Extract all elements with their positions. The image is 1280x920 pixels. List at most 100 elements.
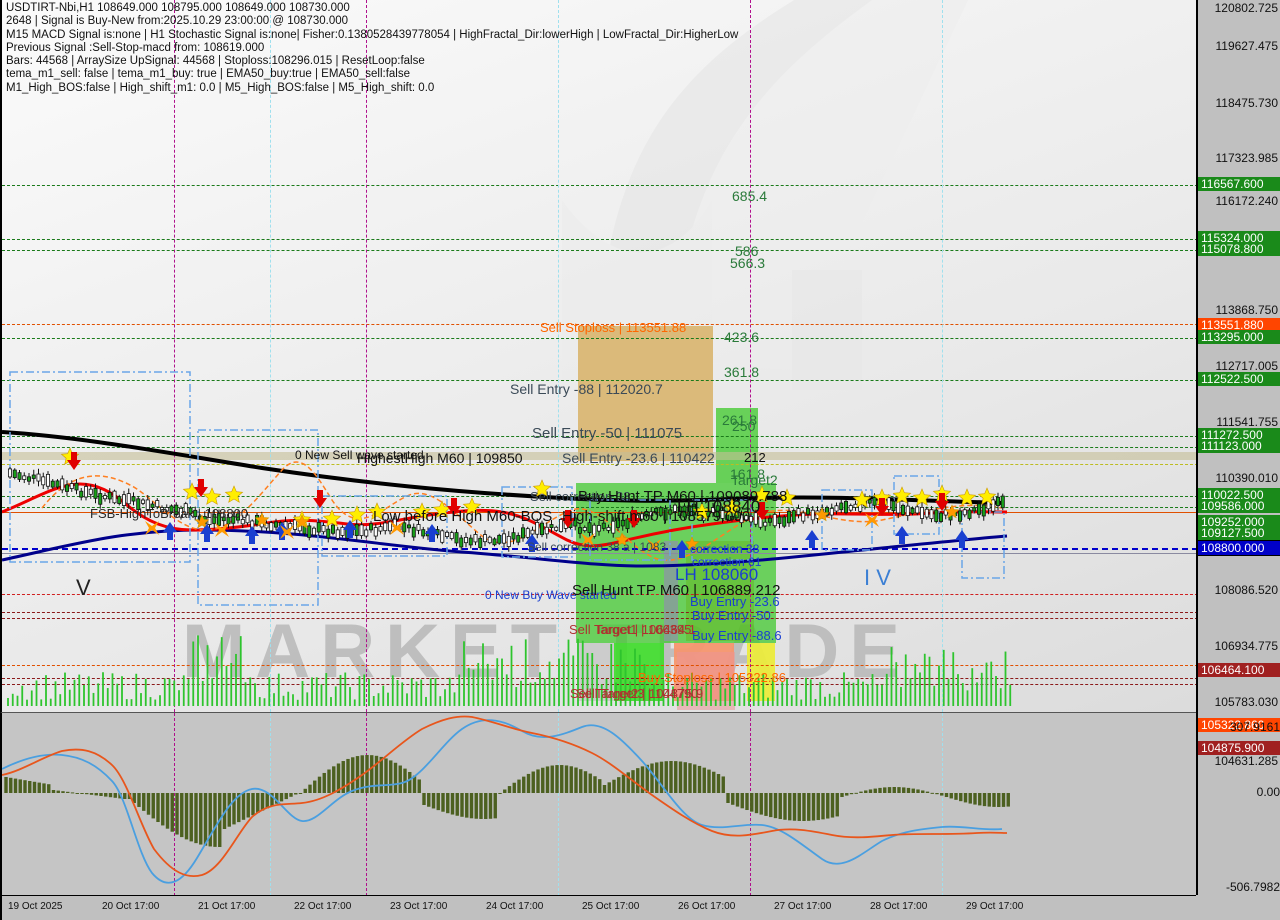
chart-annotation-label: 0 New Sell wave started: [295, 448, 424, 462]
chart-annotation-label: I V: [864, 565, 891, 590]
price-level-tag: 116567.600: [1198, 177, 1280, 191]
session-line-cyan: [942, 713, 943, 895]
price-tick-label: 106934.775: [1214, 639, 1278, 653]
fib-level-label: 161.8: [730, 466, 766, 482]
beige-band: [2, 452, 1196, 460]
chart-annotation-label: Sell Target3 | 104790: [576, 686, 699, 701]
chart-annotation-label: Buy Entry -50: [692, 608, 771, 623]
level-line-green: [2, 250, 1196, 251]
chart-annotation-label: LH 108840: [677, 497, 761, 516]
price-level-tag: 111123.000: [1198, 439, 1280, 453]
level-line-grey: [2, 553, 1196, 554]
price-level-tag: 106464.100: [1198, 663, 1280, 677]
level-line-red: [2, 594, 1196, 595]
price-chart-pane[interactable]: MARKET TRADE: [0, 0, 1196, 712]
macd-histogram: [4, 755, 1010, 847]
macd-indicator-pane[interactable]: MACD(12,26,9) 38.5528 31.8527 6.7001: [0, 712, 1196, 895]
fib-level-label: 361.8: [724, 364, 760, 380]
chart-annotation-label: 212: [744, 450, 766, 465]
chart-annotation-label: V: [76, 575, 91, 600]
level-line-blue: [2, 548, 1196, 550]
chart-annotation-label: Sell Entry -23.6 | 110422: [562, 450, 715, 466]
level-line-red: [2, 512, 1196, 513]
yellow-zone: [747, 643, 775, 701]
time-tick-label: 25 Oct 17:00: [582, 901, 640, 912]
level-line-red: [2, 678, 1196, 679]
time-tick-label: 28 Oct 17:00: [870, 901, 928, 912]
fib-level-label: 250: [732, 418, 756, 434]
session-line-magenta: [366, 713, 367, 895]
price-level-tag: 105322.860: [1198, 718, 1280, 732]
chart-annotation-label: Sell Entry -88 | 112020.7: [510, 381, 663, 397]
chart-info-header: USDTIRT-Nbi,H1 108649.000 108795.000 108…: [6, 2, 738, 95]
time-tick-label: 21 Oct 17:00: [198, 901, 256, 912]
header-line-5: Bars: 44568 | ArraySize UpSignal: 44568 …: [6, 55, 425, 68]
price-level-tag: 113551.880: [1198, 318, 1280, 332]
fib-level-label: 685.4: [732, 188, 768, 204]
header-line-3: M15 MACD Signal is:none | H1 Stochastic …: [6, 28, 739, 41]
price-level-tag: 111272.500: [1198, 428, 1280, 442]
sell-zone-orange: [578, 326, 713, 461]
time-axis[interactable]: 19 Oct 2025 20 Oct 17:00 21 Oct 17:00 22 Oc…: [0, 895, 1196, 920]
price-tick-label: 104631.285: [1214, 754, 1278, 768]
level-line-red: [2, 612, 1196, 613]
price-series-svg: [2, 371, 1012, 706]
volume-bars: [7, 635, 1012, 706]
chart-annotation-label: correction 61: [692, 555, 762, 569]
time-tick-label: 29 Oct 17:00: [966, 901, 1024, 912]
chart-annotation-label: Buy Stoploss | 105322.86: [638, 670, 786, 685]
level-line-red: [2, 684, 1196, 685]
chart-annotation-label: Sell Target2 | 104875.9: [570, 686, 704, 701]
time-tick-label: 26 Oct 17:00: [678, 901, 736, 912]
chart-annotation-label: Sell correction 38 a | 1083: [527, 540, 667, 554]
time-tick-label: 19 Oct 2025: [8, 901, 63, 912]
fib-level-label: 566.3: [730, 255, 766, 271]
price-level-tag: 109586.000: [1198, 499, 1280, 513]
level-line-green: [2, 380, 1196, 381]
macd-tick-label: 0.00: [1256, 785, 1280, 799]
chart-annotation-label: Sell Target1 | 106395: [569, 622, 692, 637]
price-level-tag: 108800.000: [1198, 540, 1280, 556]
chart-annotation-label: 0 New Buy Wave started: [485, 588, 617, 602]
header-line-6: tema_m1_sell: false | tema_m1_buy: true …: [6, 68, 410, 81]
chart-annotation-label: Low before High M60-BOS: [373, 508, 553, 525]
level-line-green: [2, 464, 1196, 465]
price-tick-label: 113868.750: [1215, 303, 1278, 317]
time-tick-label: 23 Oct 17:00: [390, 901, 448, 912]
macd-main-line: [2, 715, 1008, 877]
price-tick-label: 108086.520: [1214, 583, 1278, 597]
macd-tick-label: -506.7982: [1225, 880, 1280, 894]
price-tick-label: 118475.730: [1215, 96, 1278, 110]
time-tick-label: 22 Oct 17:00: [294, 901, 352, 912]
level-line-orange: [2, 665, 1196, 666]
chart-annotation-label: Target | 106464.1: [595, 622, 696, 637]
session-line-magenta: [750, 0, 751, 712]
price-tick-label: 117323.985: [1215, 151, 1278, 165]
price-level-tag: 104875.900: [1198, 741, 1280, 755]
chart-annotation-label: FSB-HighToBreak | 108800: [90, 506, 249, 521]
price-tick-label: 116172.240: [1215, 194, 1278, 208]
header-line-7: M1_High_BOS:false | High_shift_m1: 0.0 |…: [6, 81, 435, 94]
price-level-tag: 109127.500: [1198, 526, 1280, 540]
header-line-4: Previous Signal :Sell-Stop-macd from: 10…: [6, 41, 265, 54]
macd-tick-label: 307.9161: [1229, 720, 1280, 734]
price-tick-label: 105783.030: [1214, 695, 1278, 709]
watermark-text: MARKET TRADE: [182, 609, 910, 694]
level-line-green: [2, 239, 1196, 240]
price-level-tag: 110022.500: [1198, 488, 1280, 502]
level-line-orange: [2, 324, 1196, 325]
chart-annotation-label: LH 108060: [675, 565, 759, 584]
price-level-tag: 112522.500: [1198, 372, 1280, 386]
price-axis[interactable]: 120802.725 119627.475 118475.730 117323.985…: [1196, 0, 1280, 895]
price-level-tag: 109252.000: [1198, 515, 1280, 529]
chart-annotation-label: High-shift m60 | 108579.000: [562, 508, 751, 525]
fib-level-label: 423.6: [724, 329, 760, 345]
price-level-tag: 115078.800: [1198, 242, 1280, 256]
time-tick-label: 24 Oct 17:00: [486, 901, 544, 912]
price-level-tag: 115324.000: [1198, 231, 1280, 245]
session-line-cyan: [558, 0, 559, 712]
session-line-magenta: [174, 0, 175, 712]
session-line-magenta: [174, 713, 175, 895]
session-line-cyan: [942, 0, 943, 712]
level-line-green: [2, 436, 1196, 437]
